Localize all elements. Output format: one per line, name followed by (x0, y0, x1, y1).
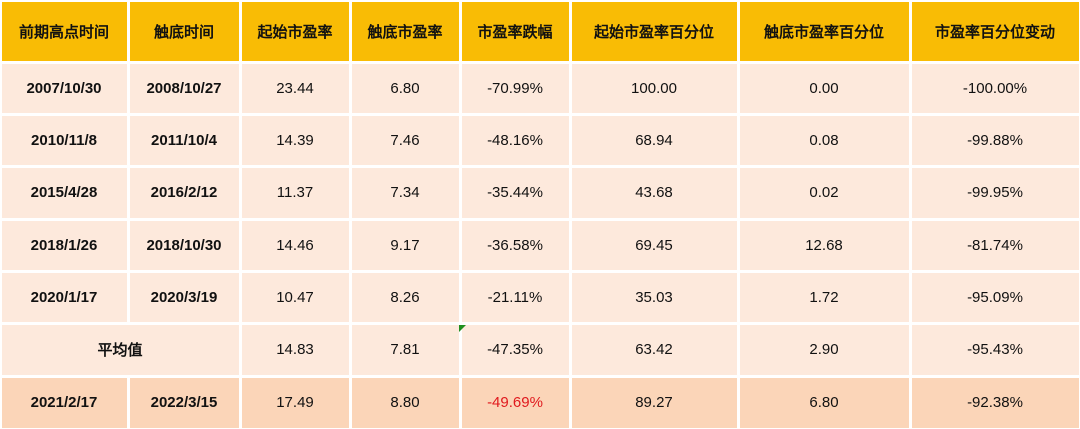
table-cell: 17.49 (241, 377, 349, 428)
table-cell: 7.81 (351, 324, 459, 375)
table-cell: -47.35% (461, 324, 569, 375)
table-cell: -36.58% (461, 220, 569, 270)
table-cell: 14.83 (241, 324, 349, 375)
header-cell: 触底市盈率 (351, 1, 459, 61)
table-cell: 2018/10/30 (129, 220, 239, 270)
table-cell: 平均值 (1, 324, 239, 375)
table-cell: 0.08 (739, 115, 909, 165)
header-cell: 触底市盈率百分位 (739, 1, 909, 61)
table-cell: -99.95% (911, 167, 1079, 218)
table-cell: -95.43% (911, 324, 1079, 375)
table-cell: -95.09% (911, 272, 1079, 322)
table-cell: -48.16% (461, 115, 569, 165)
table-cell: 8.26 (351, 272, 459, 322)
header-cell: 起始市盈率百分位 (571, 1, 737, 61)
comment-marker (459, 325, 466, 332)
table-cell: -92.38% (911, 377, 1079, 428)
table-cell: 2020/1/17 (1, 272, 127, 322)
table-cell: 69.45 (571, 220, 737, 270)
table-cell: 100.00 (571, 63, 737, 113)
table-cell: 2015/4/28 (1, 167, 127, 218)
table-cell: 12.68 (739, 220, 909, 270)
table-cell: 7.34 (351, 167, 459, 218)
table-cell: 11.37 (241, 167, 349, 218)
header-cell: 市盈率跌幅 (461, 1, 569, 61)
table-cell: -99.88% (911, 115, 1079, 165)
table-cell: 14.46 (241, 220, 349, 270)
table-cell: 23.44 (241, 63, 349, 113)
header-cell: 触底时间 (129, 1, 239, 61)
table-cell: 9.17 (351, 220, 459, 270)
table-cell: 0.00 (739, 63, 909, 113)
table-cell: 10.47 (241, 272, 349, 322)
table-cell: 2016/2/12 (129, 167, 239, 218)
table-cell: 0.02 (739, 167, 909, 218)
table-cell: 2007/10/30 (1, 63, 127, 113)
header-cell: 起始市盈率 (241, 1, 349, 61)
table-cell: 6.80 (351, 63, 459, 113)
table-cell: 2018/1/26 (1, 220, 127, 270)
header-cell: 市盈率百分位变动 (911, 1, 1079, 61)
table-cell: 68.94 (571, 115, 737, 165)
table-cell: 2008/10/27 (129, 63, 239, 113)
header-cell: 前期高点时间 (1, 1, 127, 61)
table-cell: 63.42 (571, 324, 737, 375)
table-cell: -100.00% (911, 63, 1079, 113)
table-cell: 6.80 (739, 377, 909, 428)
table-cell: -81.74% (911, 220, 1079, 270)
table-cell: 2011/10/4 (129, 115, 239, 165)
table-cell: -49.69% (461, 377, 569, 428)
table-cell: 89.27 (571, 377, 737, 428)
table-cell: 7.46 (351, 115, 459, 165)
table-cell: 14.39 (241, 115, 349, 165)
table-cell: -21.11% (461, 272, 569, 322)
table-cell: 2.90 (739, 324, 909, 375)
table-cell: -35.44% (461, 167, 569, 218)
table-cell: -70.99% (461, 63, 569, 113)
table-cell: 8.80 (351, 377, 459, 428)
table-cell: 2020/3/19 (129, 272, 239, 322)
table-cell: 2010/11/8 (1, 115, 127, 165)
table-cell: 1.72 (739, 272, 909, 322)
table-cell: 43.68 (571, 167, 737, 218)
table-cell: 2021/2/17 (1, 377, 127, 428)
table-cell: 35.03 (571, 272, 737, 322)
table-cell: 2022/3/15 (129, 377, 239, 428)
